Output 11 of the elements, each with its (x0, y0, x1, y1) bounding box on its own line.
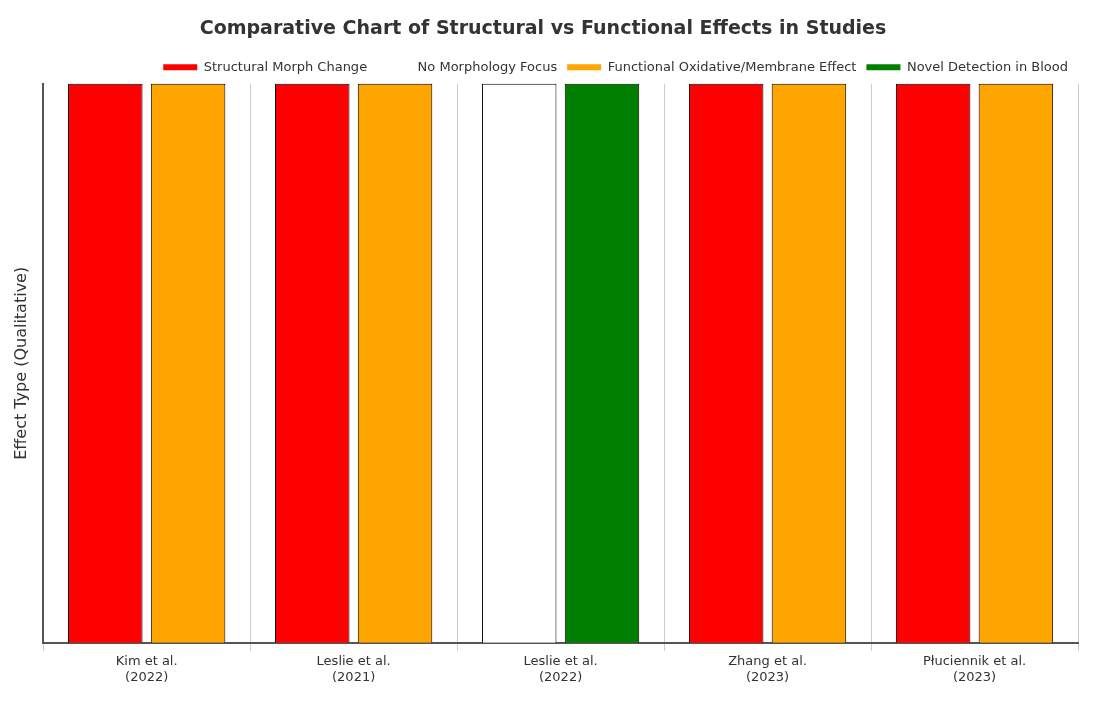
legend-label: Functional Oxidative/Membrane Effect (607, 58, 857, 74)
chart-title: Comparative Chart of Structural vs Functional Effects in Studies (199, 16, 887, 39)
legend-label: Structural Morph Change (203, 58, 368, 74)
y-axis-title: Effect Type (Qualitative) (10, 266, 30, 460)
x-tick-label: Leslie et al. (2021) (316, 652, 391, 684)
x-tick-label: Zhang et al. (2023) (728, 652, 807, 684)
x-tick-label: Kim et al. (2022) (115, 652, 178, 684)
series-label: No Morphology Focus (417, 58, 558, 74)
legend-label: Novel Detection in Blood (906, 58, 1069, 74)
x-tick-label: Płuciennik et al. (2023) (922, 652, 1027, 684)
x-tick-label: Leslie et al. (2022) (523, 652, 598, 684)
